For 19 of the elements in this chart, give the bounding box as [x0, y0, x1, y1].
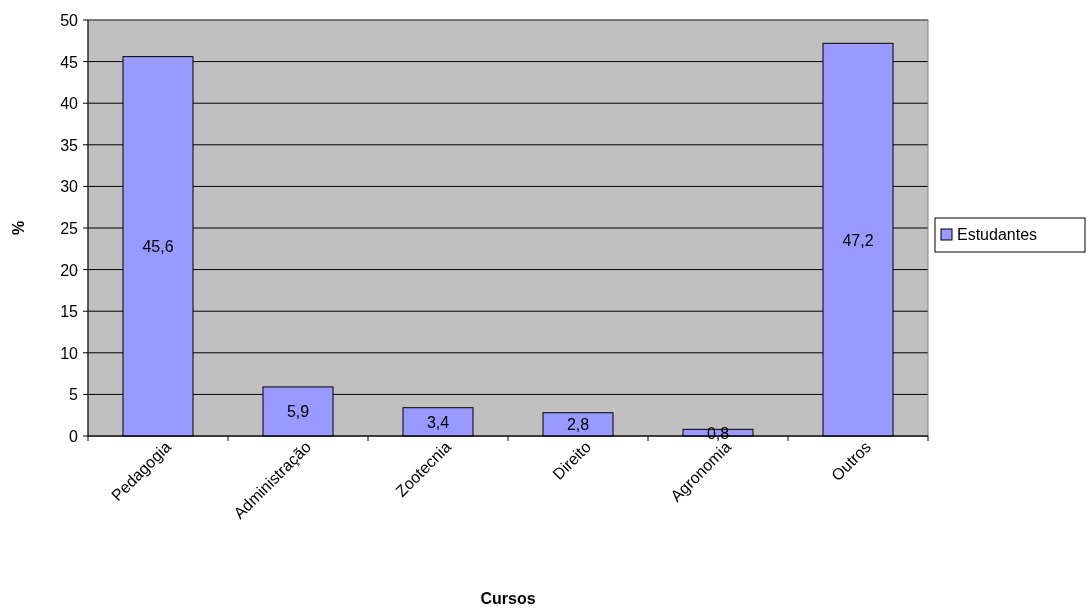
- y-tick-label: 50: [60, 12, 79, 29]
- y-tick-label: 35: [60, 136, 79, 154]
- data-label: 47,2: [842, 231, 874, 249]
- data-label: 2,8: [566, 416, 590, 434]
- data-label: 5,9: [286, 403, 310, 421]
- y-tick-label: 0: [69, 428, 79, 445]
- data-label: 45,6: [142, 238, 174, 256]
- x-axis-title: Cursos: [480, 590, 536, 607]
- y-tick-label: 25: [60, 220, 79, 237]
- legend-label: Estudantes: [957, 226, 1038, 243]
- y-tick-label: 30: [60, 178, 79, 196]
- y-tick-label: 15: [60, 303, 79, 321]
- y-tick-label: 5: [69, 386, 79, 404]
- y-tick-label: 40: [60, 95, 79, 113]
- data-label: 3,4: [426, 413, 450, 431]
- y-tick-label: 10: [60, 344, 79, 362]
- y-tick-label: 20: [60, 261, 79, 279]
- y-axis-title: %: [10, 220, 27, 236]
- y-tick-label: 45: [60, 53, 79, 71]
